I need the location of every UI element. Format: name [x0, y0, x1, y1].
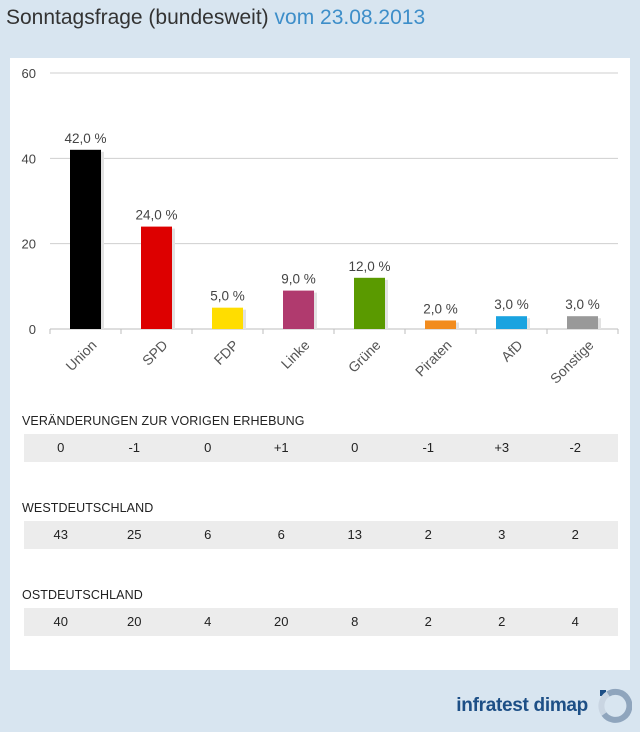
data-label: 12,0 %: [348, 259, 390, 274]
table-cell: 25: [127, 527, 142, 542]
table-cell: -2: [569, 440, 582, 455]
bar-afd: [496, 316, 527, 329]
bar-sonstige: [567, 316, 598, 329]
y-tick-label: 60: [22, 66, 36, 81]
bar-spd: [141, 226, 172, 329]
infratest-dimap-logo-icon: [598, 688, 632, 723]
table-cell: 3: [498, 527, 506, 542]
table-cell: 40: [53, 614, 68, 629]
x-tick-label: Sonstige: [547, 337, 597, 387]
footer-logo: infratest dimap: [456, 688, 632, 724]
changes-label: VERÄNDERUNGEN ZUR VORIGEN ERHEBUNG: [22, 414, 305, 428]
y-tick-label: 20: [22, 237, 36, 252]
x-tick-label: FDP: [211, 337, 242, 368]
x-tick-label: Grüne: [345, 337, 384, 376]
table-cell: 20: [127, 614, 142, 629]
data-label: 9,0 %: [281, 272, 316, 287]
table-cell: 0: [204, 440, 212, 455]
table-cell: 8: [351, 614, 359, 629]
x-tick-label: AfD: [498, 337, 526, 365]
table-cell: +3: [494, 440, 510, 455]
table-cell: -1: [422, 440, 435, 455]
x-tick-label: SPD: [139, 337, 171, 369]
table-cell: 6: [204, 527, 212, 542]
table-cell: 6: [277, 527, 285, 542]
table-cell: 43: [53, 527, 68, 542]
west-label: WESTDEUTSCHLAND: [22, 501, 154, 515]
data-label: 3,0 %: [494, 297, 529, 312]
chart-panel: 0 20 40 60 42,0 % Union 24,0 % SPD 5,0 % FDP 9,0 %…: [10, 58, 630, 670]
table-cell: 2: [571, 527, 579, 542]
data-label: 3,0 %: [565, 297, 600, 312]
bar-linke: [283, 290, 314, 329]
table-cell: 13: [347, 527, 362, 542]
table-cell: 4: [204, 614, 212, 629]
y-tick-label: 40: [22, 151, 36, 166]
x-tick-label: Union: [62, 337, 99, 374]
table-cell: 2: [498, 614, 506, 629]
data-label: 2,0 %: [423, 301, 458, 316]
table-cell: +1: [273, 440, 289, 455]
changes-row: 0 -1 0 +1 0 -1 +3 -2: [24, 434, 618, 462]
x-tick-label: Piraten: [412, 337, 455, 380]
east-label: OSTDEUTSCHLAND: [22, 588, 143, 602]
page-title: Sonntagsfrage (bundesweit) vom 23.08.201…: [6, 6, 425, 38]
table-cell: -1: [128, 440, 141, 455]
table-cell: 2: [424, 527, 432, 542]
data-label: 42,0 %: [64, 131, 106, 146]
table-cell: 0: [351, 440, 359, 455]
bar-union: [70, 149, 101, 329]
logo-text: infratest dimap: [456, 695, 588, 716]
data-label: 5,0 %: [210, 289, 245, 304]
table-cell: 2: [424, 614, 432, 629]
data-label: 24,0 %: [135, 208, 177, 223]
y-tick-label: 0: [29, 322, 36, 337]
bar-piraten: [425, 320, 456, 329]
chart-title: Sonntagsfrage (bundesweit): [6, 6, 269, 29]
bar-grüne: [354, 277, 385, 329]
table-cell: 0: [57, 440, 65, 455]
survey-date: vom 23.08.2013: [274, 6, 426, 29]
bar-chart: 0 20 40 60 42,0 % Union 24,0 % SPD 5,0 % FDP 9,0 %…: [22, 66, 619, 387]
x-tick-label: Linke: [278, 337, 313, 372]
east-row: 40 20 4 20 8 2 2 4: [24, 608, 618, 636]
table-cell: 4: [571, 614, 579, 629]
west-row: 43 25 6 6 13 2 3 2: [24, 521, 618, 549]
table-cell: 20: [274, 614, 289, 629]
bar-fdp: [212, 307, 243, 329]
